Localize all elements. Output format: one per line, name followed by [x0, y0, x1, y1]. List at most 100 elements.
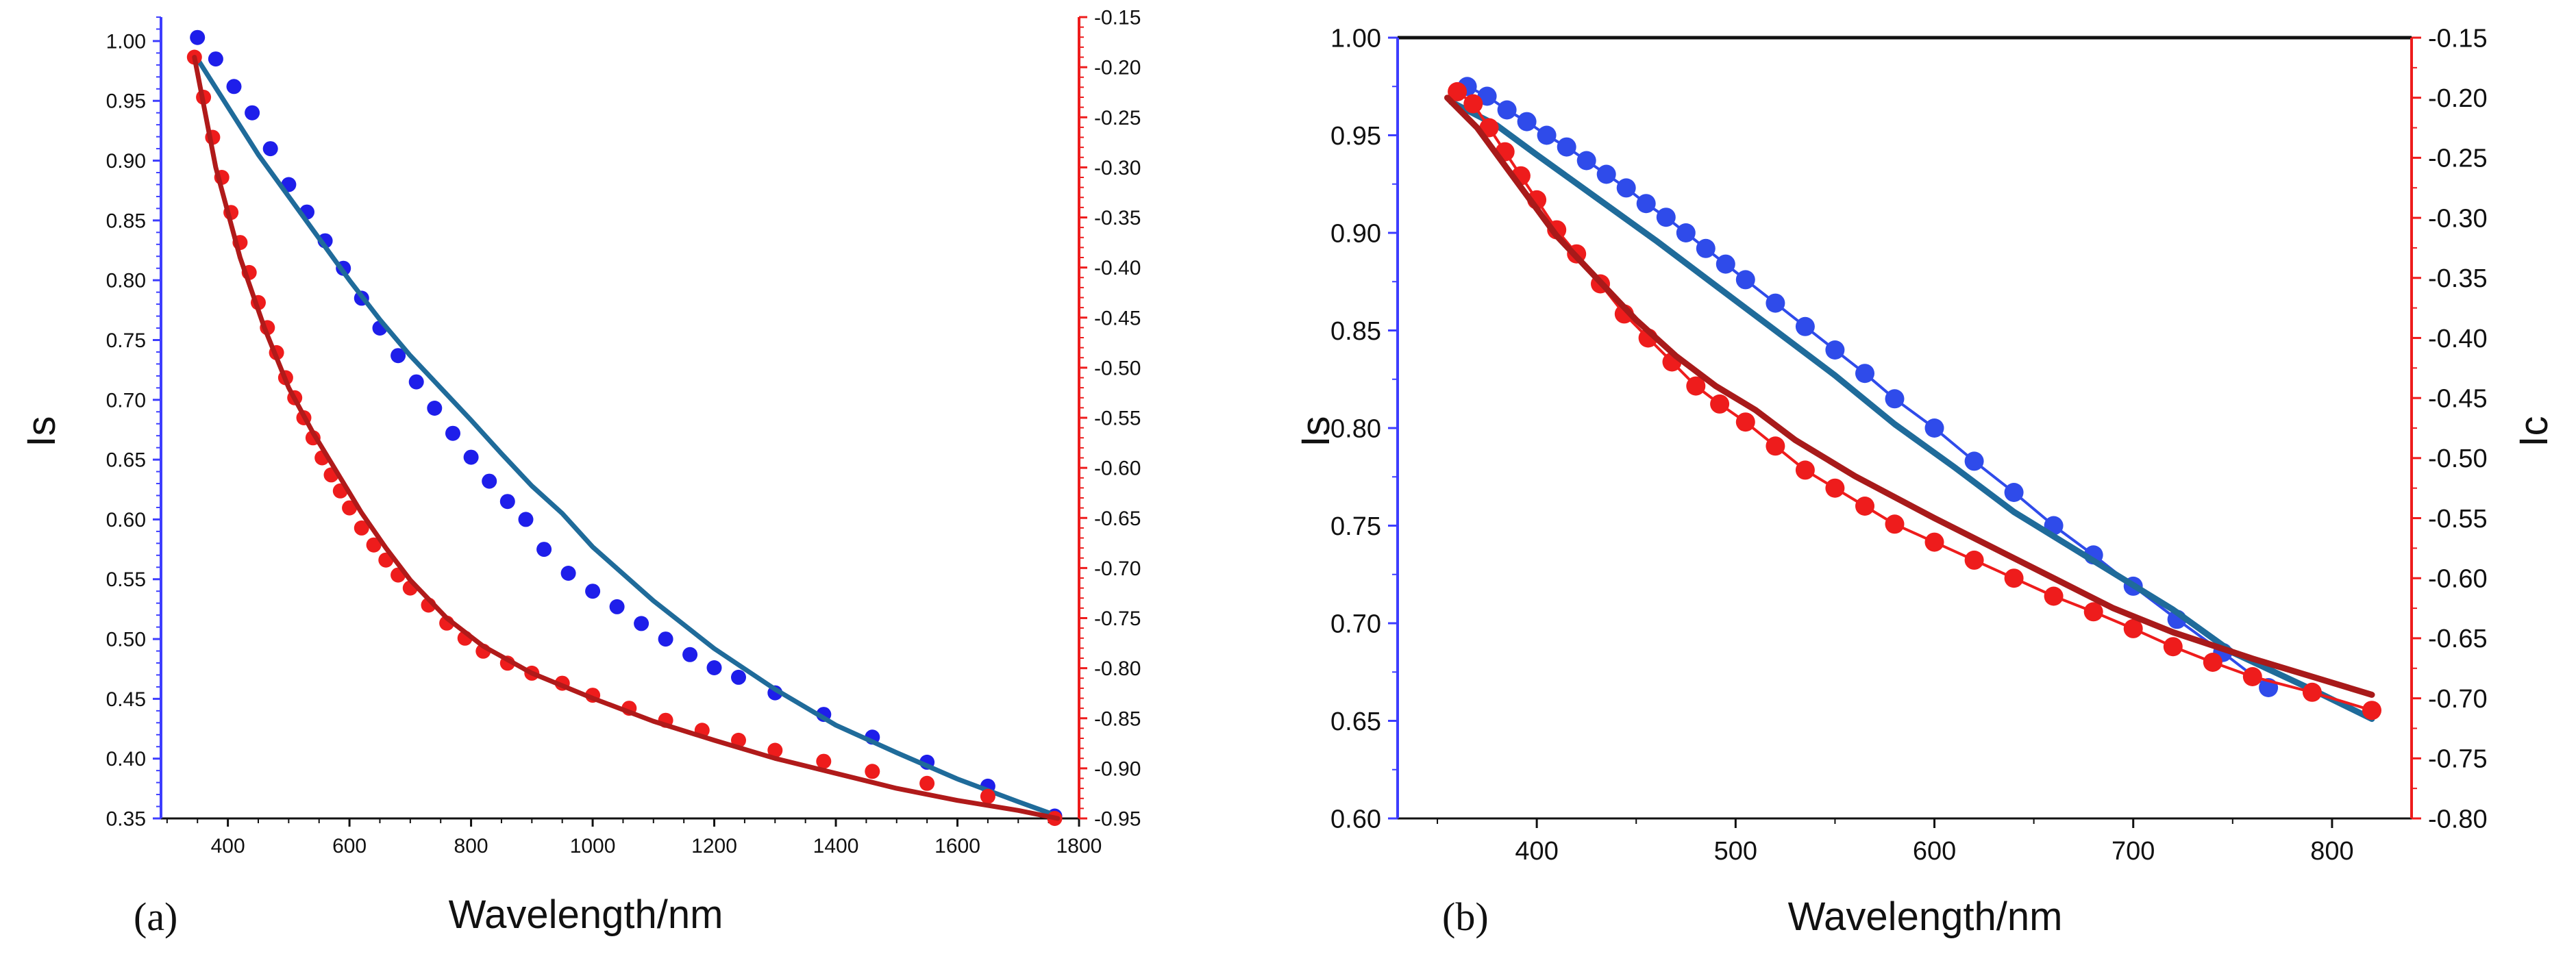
panel-a-ic-measured-point	[342, 500, 358, 516]
panel-a-is-measured-point	[658, 631, 673, 647]
panel-a-is-measured-point	[463, 449, 479, 465]
panel-b-is-measured-point	[1924, 418, 1944, 438]
panel-a-is-measured-point	[499, 494, 515, 510]
panel-a-x-axis-title: Wavelength/nm	[449, 892, 723, 937]
panel-b-ic-measured-point	[1766, 436, 1785, 456]
panel-a-is-measured-point	[536, 542, 552, 557]
panel-a-right-y-tick-label: -0.45	[1094, 307, 1141, 329]
panel-b-right-y-tick-label: -0.45	[2428, 384, 2488, 413]
panel-b-ic-measured-point	[1964, 550, 1984, 570]
panel-b-chart: 400 500 600 700 800 1.00 0.95 0.90 0.85 0.80 0.75 0…	[1330, 24, 2488, 866]
panel-b-ic-measured-point	[2362, 701, 2381, 720]
panel-a-left-y-tick-label: 0.35	[106, 808, 146, 831]
panel-a-left-y-tick-label: 0.70	[106, 389, 146, 412]
panel-a-right-y-tick-label: -0.15	[1094, 7, 1141, 29]
panel-a-is-measured-point	[682, 647, 698, 662]
panel-b-is-measured-point	[1825, 340, 1845, 360]
panel-a-x-tick-label: 800	[454, 835, 488, 857]
panel-a-left-y-tick-label: 0.45	[106, 688, 146, 711]
panel-a-x-tick-label: 1200	[691, 835, 737, 857]
panel-a-x-tick-label: 600	[332, 835, 367, 857]
panel-b-y-axis-title-left: Is	[1293, 416, 1338, 447]
panel-b-is-measured-point	[1735, 270, 1755, 290]
panel-a-is-measured-point	[706, 660, 722, 675]
panel-a-right-y-tick-label: -0.80	[1094, 657, 1141, 680]
panel-a-is-measured-point	[427, 401, 443, 416]
panel-b-ic-measured-point	[1710, 394, 1730, 414]
panel-b-x-axis-title: Wavelength/nm	[1788, 894, 2063, 939]
panel-a-is-measured-point	[518, 512, 534, 527]
panel-a-is-measured-point	[391, 348, 406, 364]
panel-b-ic-measured-point	[2123, 618, 2143, 638]
panel-b-left-y-tick-label: 0.80	[1330, 414, 1381, 443]
panel-b-left-y-tick-label: 0.60	[1330, 805, 1381, 834]
panel-a-right-y-tick-label: -0.20	[1094, 57, 1141, 79]
panel-b-right-y-tick-label: -0.80	[2428, 805, 2488, 834]
panel-a-is-measured-point	[408, 374, 424, 390]
panel-b-x-tick-label: 600	[1913, 837, 1956, 866]
panel-a-ic-measured-point	[980, 788, 995, 804]
panel-b-right-y-tick-label: -0.75	[2428, 745, 2488, 774]
panel-b-left-y-tick-label: 0.85	[1330, 317, 1381, 346]
panel-b-left-y-tick-label: 0.70	[1330, 610, 1381, 638]
panel-b-ic-measured-point	[2083, 602, 2103, 622]
panel-b-left-y-tick-label: 0.65	[1330, 707, 1381, 736]
panel-a-x-tick-label: 1800	[1056, 835, 1102, 857]
panel-a-x-tick-label: 400	[211, 835, 245, 857]
panel-a-left-y-tick-label: 0.55	[106, 568, 146, 591]
panel-a-is-measured-point	[262, 141, 278, 157]
panel-a-left-y-tick-label: 0.85	[106, 210, 146, 232]
panel-b-ic-measured-point	[1735, 412, 1755, 432]
panel-b-right-y-tick-label: -0.35	[2428, 264, 2488, 293]
panel-b-ic-measured-point	[2302, 682, 2322, 702]
panel-a-left-y-tick-label: 0.75	[106, 329, 146, 352]
panel-a-right-y-tick-label: -0.90	[1094, 757, 1141, 780]
panel-b-is-measured-point	[1497, 100, 1517, 120]
panel-b-is-measured-point	[1576, 151, 1596, 171]
panel-a-is-measured-point	[190, 29, 206, 45]
panel-b-is-fit-line	[1448, 99, 2375, 723]
panel-b-is-measured-point	[1795, 316, 1815, 336]
panel-b-ic-measured-line	[1456, 90, 2373, 712]
panel-a-right-y-tick-label: -0.25	[1094, 107, 1141, 129]
panel-a-right-y-tick-label: -0.95	[1094, 808, 1141, 831]
panel-a-is-measured-point	[585, 584, 601, 599]
panel-a-right-y-tick-label: -0.55	[1094, 408, 1141, 430]
panel-b-is-measured-point	[2004, 483, 2024, 502]
panel-b-is-measured-point	[1636, 194, 1656, 214]
panel-b-right-y-tick-label: -0.60	[2428, 565, 2488, 594]
panel-a-ic-measured-point	[865, 764, 880, 779]
panel-a-chart: 400 600 800 1000 1200 1400 1600 1800 1.00 0.95 0.9…	[106, 7, 1141, 858]
panel-a-left-y-tick-label: 0.80	[106, 270, 146, 292]
panel-b-is-measured-point	[1885, 389, 1905, 409]
panel-a-is-measured-point	[560, 566, 576, 581]
panel-b-right-y-tick-label: -0.65	[2428, 625, 2488, 653]
panel-a-right-y-tick-label: -0.65	[1094, 507, 1141, 530]
panel-a-left-y-tick-label: 0.40	[106, 748, 146, 770]
panel-a-ic-measured-point	[354, 520, 369, 536]
panel-a-left-y-tick-label: 0.95	[106, 90, 146, 113]
panel-b-left-y-tick-label: 0.95	[1330, 122, 1381, 151]
panel-b-ic-measured-point	[2044, 586, 2064, 606]
panel-a-x-tick-label: 1400	[813, 835, 859, 857]
panel-a-right-y-tick-label: -0.70	[1094, 557, 1141, 580]
panel-b-right-y-tick-label: -0.20	[2428, 84, 2488, 113]
panel-a-ic-measured-point	[919, 775, 935, 791]
panel-b-is-measured-point	[1537, 125, 1557, 145]
panel-a-ic-measured-point	[767, 742, 783, 758]
panel-b-right-y-tick-label: -0.25	[2428, 145, 2488, 173]
panel-b-is-measured-point	[1616, 178, 1636, 198]
panel-a-left-y-tick-label: 0.90	[106, 150, 146, 173]
panel-a-label: (a)	[134, 894, 177, 939]
panel-a-is-measured-point	[609, 599, 625, 614]
panel-b-left-y-tick-label: 0.90	[1330, 219, 1381, 248]
panel-b-ic-measured-point	[2004, 568, 2024, 588]
panel-b-ic-measured-point	[1795, 460, 1815, 480]
panel-a-is-measured-point	[731, 669, 746, 685]
panel-a-x-tick-label: 1600	[934, 835, 980, 857]
panel-a-right-y-tick-label: -0.75	[1094, 607, 1141, 630]
panel-b-ic-measured-point	[1686, 376, 1706, 396]
panel-b-ic-measured-point	[2203, 653, 2222, 672]
panel-a-ic-measured-point	[366, 537, 382, 553]
